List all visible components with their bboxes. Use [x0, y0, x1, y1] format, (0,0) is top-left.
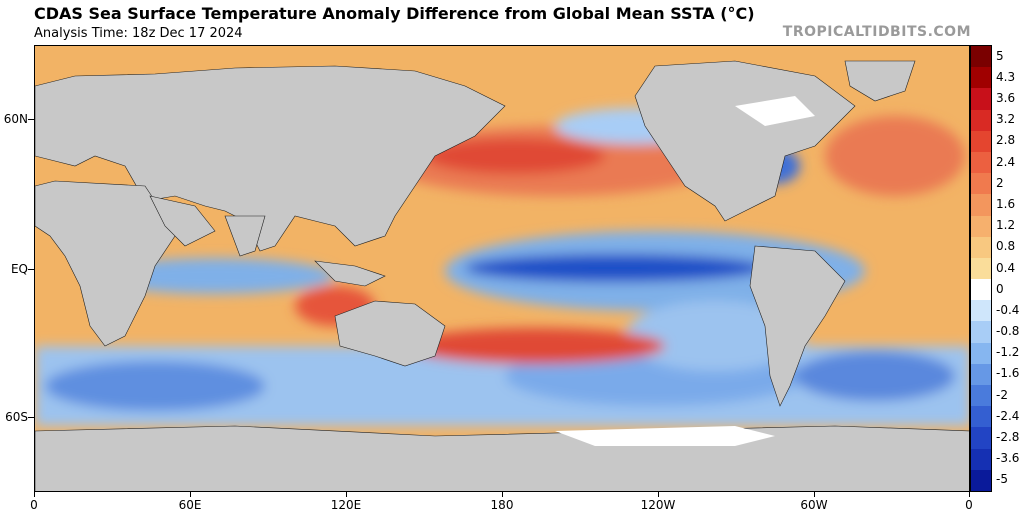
- lon-tick-180: [502, 492, 503, 497]
- australia: [334, 300, 446, 367]
- colorbar-label: 2.4: [996, 154, 1016, 169]
- eurasia: [35, 65, 506, 252]
- maritime-continent: [314, 260, 386, 287]
- colorbar-swatch: [971, 448, 991, 471]
- colorbar-swatch: [971, 151, 991, 174]
- colorbar-swatch: [971, 406, 991, 428]
- india: [224, 215, 266, 257]
- lon-label-180: 180: [490, 498, 514, 512]
- colorbar-swatch: [971, 46, 991, 68]
- colorbar-label: 2.8: [996, 133, 1016, 148]
- lat-tick-60s: [28, 417, 34, 418]
- colorbar-swatch: [971, 363, 991, 386]
- north-pacific-warm-core: [425, 138, 605, 174]
- colorbar-swatch: [971, 279, 991, 301]
- cold-tongue: [465, 254, 765, 282]
- colorbar-label: -2.8: [996, 430, 1020, 445]
- colorbar-swatch: [971, 109, 991, 132]
- lon-tick-0: [34, 492, 35, 497]
- colorbar-label: -2: [996, 387, 1008, 402]
- colorbar-swatch: [971, 321, 991, 344]
- lat-tick-eq: [28, 269, 34, 270]
- north-atlantic-warm: [825, 116, 965, 196]
- lat-label-60n: 60N: [3, 112, 28, 126]
- map-title: CDAS Sea Surface Temperature Anomaly Dif…: [34, 4, 755, 23]
- land-masses: [35, 60, 969, 491]
- ross-sea-ice: [555, 426, 775, 446]
- colorbar-label: 1.6: [996, 196, 1016, 211]
- colorbar-label: 4.3: [996, 69, 1016, 84]
- colorbar-label: -3.6: [996, 451, 1020, 466]
- colorbar-label: 5: [996, 48, 1004, 63]
- sst-anomaly-map: [34, 45, 970, 492]
- analysis-time: Analysis Time: 18z Dec 17 2024: [34, 26, 243, 41]
- colorbar-swatch: [971, 130, 991, 153]
- lon-label-60w: 60W: [800, 498, 828, 512]
- colorbar-label: 1.2: [996, 218, 1016, 233]
- south-atlantic-cool: [795, 351, 955, 401]
- south-america: [749, 245, 846, 407]
- lon-tick-120e: [346, 492, 347, 497]
- colorbar-swatch: [971, 385, 991, 407]
- lon-label-0-east: 0: [965, 498, 973, 512]
- lat-label-eq: EQ: [10, 262, 28, 276]
- colorbar-swatch: [971, 257, 991, 280]
- colorbar-swatch: [971, 194, 991, 217]
- colorbar-swatch: [971, 173, 991, 195]
- colorbar-swatch: [971, 300, 991, 322]
- antarctica: [35, 425, 969, 491]
- arabia: [149, 195, 216, 247]
- site-watermark: TROPICALTIDBITS.COM: [782, 24, 971, 40]
- colorbar-label: 0.4: [996, 260, 1016, 275]
- colorbar-label: -1.2: [996, 345, 1020, 360]
- colorbar-swatch: [971, 88, 991, 111]
- southeast-pacific-cool: [625, 301, 805, 371]
- colorbar-swatch: [971, 215, 991, 238]
- colorbar-swatch: [971, 427, 991, 450]
- lon-tick-60e: [190, 492, 191, 497]
- south-indian-cool: [45, 361, 265, 411]
- colorbar-label: -5: [996, 472, 1008, 487]
- colorbar-label: -0.8: [996, 324, 1020, 339]
- colorbar-swatch: [971, 67, 991, 89]
- lat-tick-60n: [28, 119, 34, 120]
- lon-tick-0-east: [969, 492, 970, 497]
- map-canvas: [35, 46, 969, 491]
- colorbar-label: 2: [996, 175, 1004, 190]
- colorbar-swatch: [971, 469, 991, 492]
- lon-tick-60w: [814, 492, 815, 497]
- colorbar: [970, 45, 992, 492]
- hudson-ice: [735, 96, 815, 126]
- lon-label-120w: 120W: [640, 498, 676, 512]
- lat-label-60s: 60S: [5, 410, 28, 424]
- colorbar-swatch: [971, 342, 991, 365]
- colorbar-label: -0.4: [996, 302, 1020, 317]
- colorbar-swatch: [971, 236, 991, 259]
- colorbar-label: 0.8: [996, 239, 1016, 254]
- lon-label-0: 0: [30, 498, 38, 512]
- colorbar-label: 3.6: [996, 90, 1016, 105]
- indian-ocean-cool: [95, 258, 335, 294]
- south-pacific-warm: [405, 328, 665, 364]
- colorbar-label: 3.2: [996, 112, 1016, 127]
- colorbar-label: -1.6: [996, 366, 1020, 381]
- lon-label-60e: 60E: [178, 498, 202, 512]
- colorbar-label: -2.4: [996, 408, 1020, 423]
- lon-tick-120w: [658, 492, 659, 497]
- greenland: [844, 60, 916, 102]
- lon-label-120e: 120E: [330, 498, 362, 512]
- colorbar-label: 0: [996, 281, 1004, 296]
